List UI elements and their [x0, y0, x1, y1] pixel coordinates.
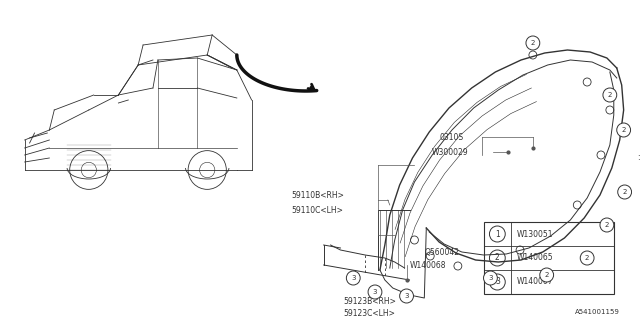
Text: 2: 2: [585, 255, 589, 261]
Text: 2: 2: [607, 92, 612, 98]
Text: 59110C<LH>: 59110C<LH>: [291, 205, 343, 214]
Circle shape: [583, 78, 591, 86]
Circle shape: [346, 271, 360, 285]
Circle shape: [410, 236, 419, 244]
Text: 1: 1: [637, 155, 640, 161]
Circle shape: [526, 36, 540, 50]
Circle shape: [399, 289, 413, 303]
Circle shape: [484, 271, 497, 285]
Circle shape: [368, 285, 382, 299]
Circle shape: [573, 201, 581, 209]
Text: W140068: W140068: [410, 260, 446, 269]
Circle shape: [516, 246, 524, 254]
Text: 1: 1: [495, 229, 500, 238]
Circle shape: [606, 106, 614, 114]
Bar: [484, 222, 614, 294]
Text: 2: 2: [495, 253, 500, 262]
Text: 0310S: 0310S: [439, 132, 463, 141]
Text: A541001159: A541001159: [575, 309, 620, 315]
Text: W130051: W130051: [517, 229, 554, 238]
Circle shape: [617, 123, 630, 137]
Text: 2: 2: [605, 222, 609, 228]
Circle shape: [618, 185, 632, 199]
Text: 59123C<LH>: 59123C<LH>: [344, 309, 396, 318]
Text: 3: 3: [488, 275, 493, 281]
Text: 2: 2: [621, 127, 626, 133]
Text: 3: 3: [404, 293, 409, 299]
Circle shape: [603, 88, 617, 102]
Text: 2: 2: [545, 272, 549, 278]
Text: W140065: W140065: [517, 253, 554, 262]
Circle shape: [580, 251, 594, 265]
Text: 3: 3: [495, 277, 500, 286]
Text: W300029: W300029: [432, 148, 469, 156]
Circle shape: [600, 218, 614, 232]
Circle shape: [529, 51, 537, 59]
Circle shape: [597, 151, 605, 159]
Circle shape: [540, 268, 554, 282]
Text: 3: 3: [351, 275, 356, 281]
Text: 2: 2: [531, 40, 535, 46]
Text: 2: 2: [623, 189, 627, 195]
Circle shape: [632, 151, 640, 165]
Circle shape: [454, 262, 462, 270]
Circle shape: [426, 252, 434, 260]
Text: Q560042: Q560042: [424, 247, 460, 257]
Text: 3: 3: [372, 289, 377, 295]
Text: 59110B<RH>: 59110B<RH>: [291, 190, 344, 199]
Text: W140007: W140007: [517, 277, 554, 286]
Text: 59123B<RH>: 59123B<RH>: [344, 298, 396, 307]
